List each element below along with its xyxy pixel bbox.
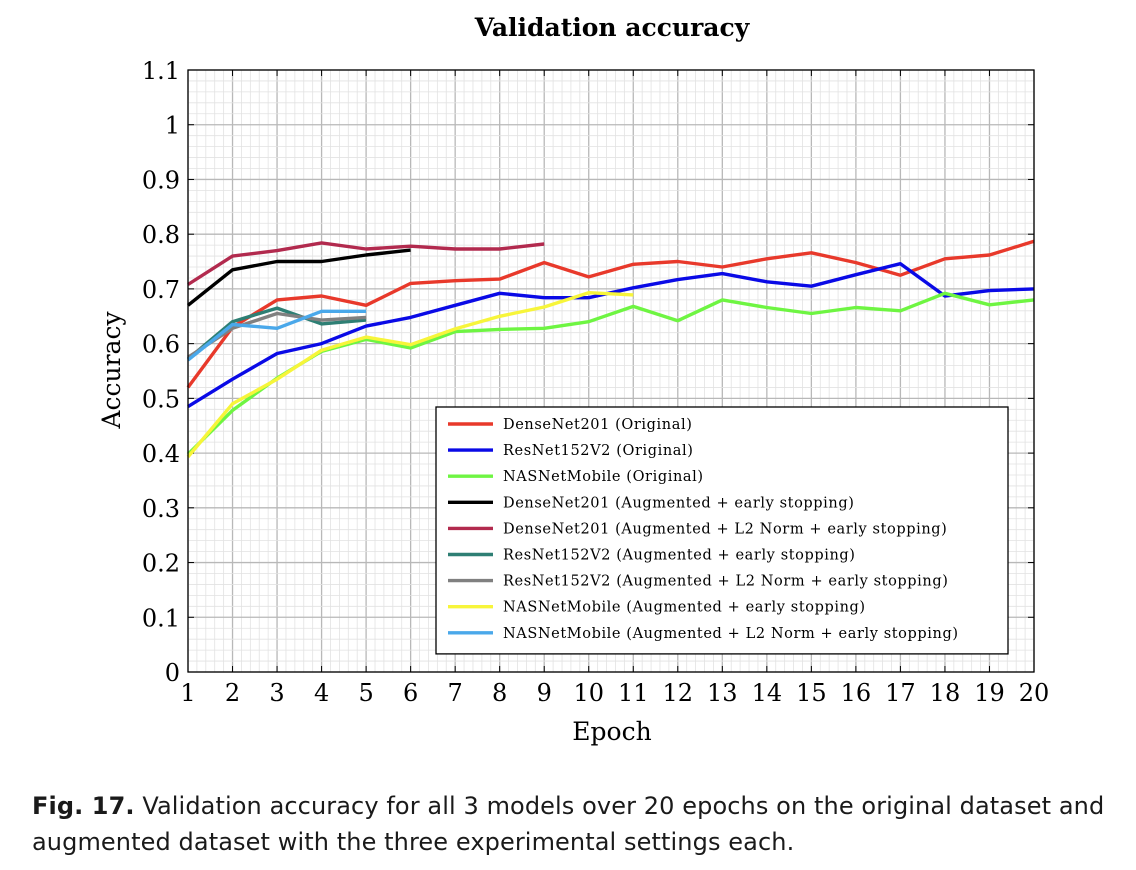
y-tick-label: 1 — [165, 112, 180, 140]
y-tick-label: 0.5 — [142, 385, 180, 413]
y-tick-label: 0.8 — [142, 221, 180, 249]
x-tick-label: 12 — [663, 679, 694, 707]
x-tick-label: 3 — [269, 679, 284, 707]
legend-entry-label: DenseNet201 (Augmented + L2 Norm + early… — [503, 521, 947, 537]
x-tick-label: 18 — [930, 679, 961, 707]
y-tick-label: 0.7 — [142, 276, 180, 304]
y-tick-label: 0.9 — [142, 166, 180, 194]
series-line-2 — [187, 262, 1035, 409]
x-tick-label: 19 — [974, 679, 1005, 707]
legend-entry-label: NASNetMobile (Original) — [503, 469, 704, 485]
legend-entry-label: ResNet152V2 (Augmented + L2 Norm + early… — [503, 574, 949, 590]
y-tick-label: 1.1 — [142, 57, 180, 85]
chart-title: Validation accuracy — [474, 13, 751, 42]
plot-frame — [187, 69, 1035, 673]
axis-ticks: 1 2 3 4 5 6 7 8 9 10 11 12 13 14 15 16 17 18 19 2000.10.20.… — [142, 57, 1049, 707]
legend-box — [435, 406, 1009, 655]
y-tick-label: 0.3 — [142, 495, 180, 523]
legend-entry-label: DenseNet201 (Original) — [503, 417, 692, 433]
y-tick-label: 0.1 — [142, 604, 180, 632]
x-tick-label: 13 — [707, 679, 738, 707]
legend-entry-label: ResNet152V2 (Original) — [503, 443, 694, 459]
series-line-6 — [186, 306, 367, 361]
x-tick-label: 4 — [314, 679, 329, 707]
x-tick-label: 9 — [537, 679, 552, 707]
x-tick-label: 1 — [180, 679, 195, 707]
x-tick-label: 7 — [448, 679, 463, 707]
x-tick-label: 17 — [885, 679, 916, 707]
x-tick-label: 2 — [225, 679, 240, 707]
series-line-8 — [186, 291, 634, 458]
x-tick-label: 16 — [841, 679, 872, 707]
y-tick-label: 0 — [165, 659, 180, 687]
y-tick-label: 0.4 — [142, 440, 180, 468]
y-axis-label: Accuracy — [97, 311, 126, 430]
legend-entry-label: NASNetMobile (Augmented + L2 Norm + earl… — [503, 626, 959, 642]
x-axis-label: Epoch — [572, 717, 651, 746]
x-tick-label: 20 — [1019, 679, 1050, 707]
x-tick-label: 14 — [752, 679, 783, 707]
legend-entry-label: NASNetMobile (Augmented + early stopping… — [503, 600, 866, 616]
series-line-9 — [186, 309, 367, 362]
series-line-4 — [186, 248, 411, 307]
x-tick-label: 5 — [358, 679, 373, 707]
x-tick-label: 11 — [618, 679, 649, 707]
y-tick-label: 0.2 — [142, 550, 180, 578]
caption-text: Validation accuracy for all 3 models ove… — [32, 792, 1105, 856]
line-chart: Validation accuracy 1 2 3 4 5 6 7 8 9 10 11 12 13 14 1… — [97, 13, 1049, 746]
legend-entry-label: ResNet152V2 (Augmented + early stopping) — [503, 548, 856, 564]
legend: DenseNet201 (Original) ResNet152V2 (Origi… — [435, 406, 1009, 655]
series-lines — [186, 239, 1035, 458]
figure-label: Fig. 17. — [32, 792, 135, 820]
x-tick-label: 10 — [573, 679, 604, 707]
x-tick-label: 6 — [403, 679, 418, 707]
legend-entry-label: DenseNet201 (Augmented + early stopping) — [503, 495, 855, 511]
figure-caption: Fig. 17. Validation accuracy for all 3 m… — [32, 788, 1122, 860]
x-tick-label: 15 — [796, 679, 827, 707]
series-line-1 — [186, 239, 1035, 389]
y-tick-label: 0.6 — [142, 331, 180, 359]
series-line-5 — [187, 241, 545, 286]
x-tick-label: 8 — [492, 679, 507, 707]
